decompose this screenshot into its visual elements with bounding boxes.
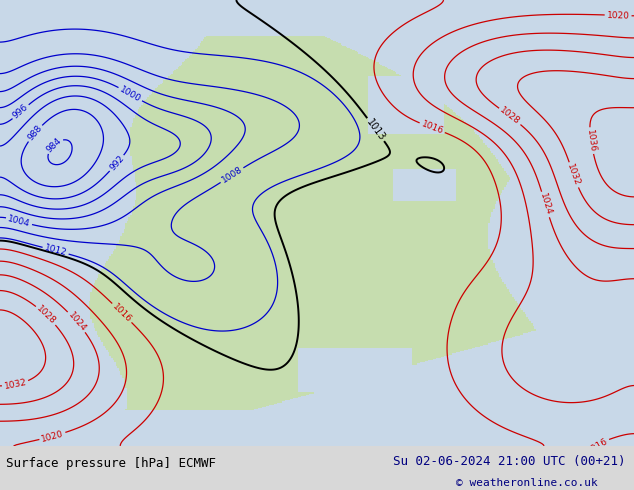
Text: Surface pressure [hPa] ECMWF: Surface pressure [hPa] ECMWF — [6, 457, 216, 470]
Text: 1024: 1024 — [66, 310, 87, 333]
Text: 984: 984 — [45, 136, 63, 154]
Text: 1000: 1000 — [118, 85, 143, 104]
Text: 1028: 1028 — [35, 304, 58, 326]
Text: 1016: 1016 — [585, 436, 610, 456]
Text: 988: 988 — [26, 123, 44, 143]
Text: 996: 996 — [11, 103, 30, 121]
Text: 1004: 1004 — [7, 214, 31, 228]
Text: 1016: 1016 — [420, 120, 444, 136]
Text: 1028: 1028 — [498, 106, 522, 127]
Text: 1020: 1020 — [607, 11, 630, 20]
Text: 1024: 1024 — [538, 192, 553, 217]
Text: 1016: 1016 — [110, 302, 133, 324]
Text: 992: 992 — [108, 154, 126, 172]
Text: 1012: 1012 — [43, 244, 68, 258]
Text: 1036: 1036 — [585, 129, 597, 153]
Text: 1013: 1013 — [365, 117, 387, 143]
Text: Su 02-06-2024 21:00 UTC (00+21): Su 02-06-2024 21:00 UTC (00+21) — [393, 455, 626, 468]
Text: 1008: 1008 — [220, 165, 244, 185]
Text: 1032: 1032 — [566, 163, 582, 187]
Text: 1020: 1020 — [40, 429, 65, 443]
Text: © weatheronline.co.uk: © weatheronline.co.uk — [456, 478, 598, 489]
Text: 1032: 1032 — [3, 378, 27, 391]
